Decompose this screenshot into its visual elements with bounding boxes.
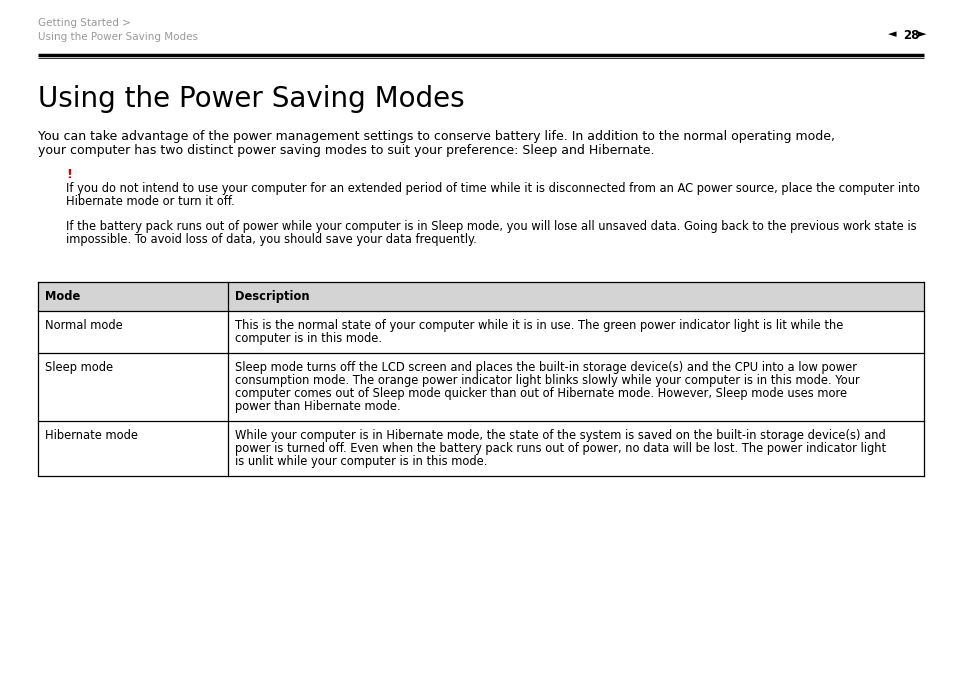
Text: While your computer is in Hibernate mode, the state of the system is saved on th: While your computer is in Hibernate mode…: [234, 429, 884, 442]
Text: If you do not intend to use your computer for an extended period of time while i: If you do not intend to use your compute…: [66, 182, 919, 195]
Text: Hibernate mode: Hibernate mode: [45, 429, 138, 442]
Bar: [38, 353, 923, 421]
Text: Sleep mode: Sleep mode: [45, 361, 113, 374]
Text: computer is in this mode.: computer is in this mode.: [234, 332, 381, 345]
Text: Normal mode: Normal mode: [45, 319, 123, 332]
Text: Sleep mode turns off the LCD screen and places the built-in storage device(s) an: Sleep mode turns off the LCD screen and …: [234, 361, 856, 374]
Text: 28: 28: [902, 29, 919, 42]
Text: Mode: Mode: [45, 290, 80, 303]
Text: impossible. To avoid loss of data, you should save your data frequently.: impossible. To avoid loss of data, you s…: [66, 233, 476, 246]
Text: power is turned off. Even when the battery pack runs out of power, no data will : power is turned off. Even when the batte…: [234, 442, 885, 455]
Text: Using the Power Saving Modes: Using the Power Saving Modes: [38, 32, 198, 42]
Text: This is the normal state of your computer while it is in use. The green power in: This is the normal state of your compute…: [234, 319, 842, 332]
Text: Using the Power Saving Modes: Using the Power Saving Modes: [38, 85, 464, 113]
Text: Hibernate mode or turn it off.: Hibernate mode or turn it off.: [66, 195, 234, 208]
Text: Description: Description: [234, 290, 310, 303]
Text: You can take advantage of the power management settings to conserve battery life: You can take advantage of the power mana…: [38, 130, 834, 143]
Text: is unlit while your computer is in this mode.: is unlit while your computer is in this …: [234, 455, 487, 468]
Text: If the battery pack runs out of power while your computer is in Sleep mode, you : If the battery pack runs out of power wh…: [66, 220, 916, 233]
Text: computer comes out of Sleep mode quicker than out of Hibernate mode. However, Sl: computer comes out of Sleep mode quicker…: [234, 387, 846, 400]
Bar: [38, 282, 923, 311]
Bar: [38, 311, 923, 353]
Bar: [38, 421, 923, 476]
Text: your computer has two distinct power saving modes to suit your preference: Sleep: your computer has two distinct power sav…: [38, 144, 654, 157]
Text: !: !: [66, 168, 71, 181]
Text: ►: ►: [917, 29, 925, 39]
Text: Getting Started >: Getting Started >: [38, 18, 131, 28]
Text: power than Hibernate mode.: power than Hibernate mode.: [234, 400, 400, 413]
Text: consumption mode. The orange power indicator light blinks slowly while your comp: consumption mode. The orange power indic…: [234, 374, 859, 387]
Text: ◄: ◄: [887, 29, 896, 39]
